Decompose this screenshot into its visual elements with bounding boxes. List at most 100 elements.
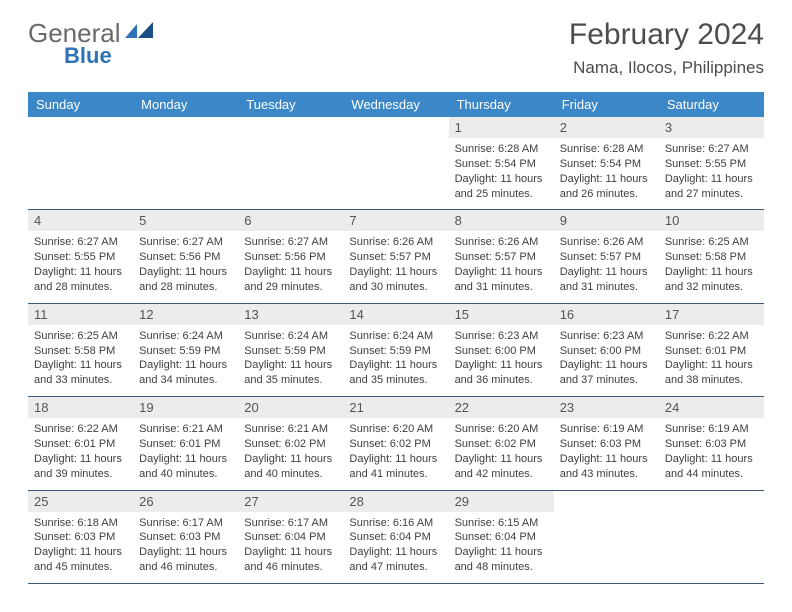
sunset-line: Sunset: 6:04 PM <box>349 530 442 545</box>
sunset-line: Sunset: 6:01 PM <box>665 344 758 359</box>
sunset-line: Sunset: 6:03 PM <box>139 530 232 545</box>
sunset-line: Sunset: 6:00 PM <box>560 344 653 359</box>
day-number: 7 <box>343 210 448 231</box>
day-cell: 7 Sunrise: 6:26 AMSunset: 5:57 PMDaylight… <box>343 210 448 302</box>
sunrise-line: Sunrise: 6:19 AM <box>665 422 758 437</box>
day-number: 8 <box>449 210 554 231</box>
day-details: Sunrise: 6:17 AMSunset: 6:04 PMDaylight:… <box>244 516 337 575</box>
day-number: 23 <box>554 397 659 418</box>
dow-header: Friday <box>554 92 659 117</box>
day-details: Sunrise: 6:18 AMSunset: 6:03 PMDaylight:… <box>34 516 127 575</box>
day-number: 11 <box>28 304 133 325</box>
header-row: General Blue February 2024 Nama, Ilocos,… <box>28 18 764 78</box>
day-cell: 11Sunrise: 6:25 AMSunset: 5:58 PMDayligh… <box>28 304 133 396</box>
daylight-line: Daylight: 11 hours and 29 minutes. <box>244 265 337 295</box>
sunset-line: Sunset: 5:56 PM <box>244 250 337 265</box>
sunrise-line: Sunrise: 6:27 AM <box>139 235 232 250</box>
sunrise-line: Sunrise: 6:26 AM <box>560 235 653 250</box>
day-cell: 28Sunrise: 6:16 AMSunset: 6:04 PMDayligh… <box>343 491 448 583</box>
sunset-line: Sunset: 6:02 PM <box>244 437 337 452</box>
day-details: Sunrise: 6:19 AMSunset: 6:03 PMDaylight:… <box>560 422 653 481</box>
day-cell-empty <box>238 117 343 209</box>
day-details: Sunrise: 6:15 AMSunset: 6:04 PMDaylight:… <box>455 516 548 575</box>
sunrise-line: Sunrise: 6:20 AM <box>349 422 442 437</box>
day-number: 20 <box>238 397 343 418</box>
sunrise-line: Sunrise: 6:22 AM <box>665 329 758 344</box>
day-number: 14 <box>343 304 448 325</box>
sunset-line: Sunset: 6:03 PM <box>34 530 127 545</box>
day-details: Sunrise: 6:21 AMSunset: 6:01 PMDaylight:… <box>139 422 232 481</box>
dow-header: Saturday <box>659 92 764 117</box>
dow-header-row: Sunday Monday Tuesday Wednesday Thursday… <box>28 92 764 117</box>
dow-header: Monday <box>133 92 238 117</box>
daylight-line: Daylight: 11 hours and 48 minutes. <box>455 545 548 575</box>
page-root: General Blue February 2024 Nama, Ilocos,… <box>0 0 792 602</box>
sunset-line: Sunset: 6:02 PM <box>349 437 442 452</box>
daylight-line: Daylight: 11 hours and 33 minutes. <box>34 358 127 388</box>
day-cell-empty <box>343 117 448 209</box>
daylight-line: Daylight: 11 hours and 28 minutes. <box>34 265 127 295</box>
day-cell: 16Sunrise: 6:23 AMSunset: 6:00 PMDayligh… <box>554 304 659 396</box>
sunset-line: Sunset: 5:59 PM <box>349 344 442 359</box>
sunset-line: Sunset: 5:57 PM <box>455 250 548 265</box>
sunrise-line: Sunrise: 6:28 AM <box>560 142 653 157</box>
sunrise-line: Sunrise: 6:24 AM <box>139 329 232 344</box>
day-number: 22 <box>449 397 554 418</box>
day-number: 28 <box>343 491 448 512</box>
daylight-line: Daylight: 11 hours and 37 minutes. <box>560 358 653 388</box>
sunrise-line: Sunrise: 6:23 AM <box>560 329 653 344</box>
day-cell: 15Sunrise: 6:23 AMSunset: 6:00 PMDayligh… <box>449 304 554 396</box>
sunrise-line: Sunrise: 6:22 AM <box>34 422 127 437</box>
day-number: 29 <box>449 491 554 512</box>
sunset-line: Sunset: 6:00 PM <box>455 344 548 359</box>
daylight-line: Daylight: 11 hours and 38 minutes. <box>665 358 758 388</box>
day-number: 5 <box>133 210 238 231</box>
sunset-line: Sunset: 6:01 PM <box>34 437 127 452</box>
day-number: 17 <box>659 304 764 325</box>
day-cell: 24Sunrise: 6:19 AMSunset: 6:03 PMDayligh… <box>659 397 764 489</box>
sunset-line: Sunset: 5:59 PM <box>139 344 232 359</box>
sunset-line: Sunset: 6:03 PM <box>560 437 653 452</box>
sunset-line: Sunset: 5:57 PM <box>560 250 653 265</box>
sunset-line: Sunset: 6:03 PM <box>665 437 758 452</box>
day-cell: 2Sunrise: 6:28 AMSunset: 5:54 PMDaylight… <box>554 117 659 209</box>
day-details: Sunrise: 6:27 AMSunset: 5:56 PMDaylight:… <box>244 235 337 294</box>
day-number: 26 <box>133 491 238 512</box>
sunrise-line: Sunrise: 6:21 AM <box>244 422 337 437</box>
day-cell: 25Sunrise: 6:18 AMSunset: 6:03 PMDayligh… <box>28 491 133 583</box>
weeks-grid: 1Sunrise: 6:28 AMSunset: 5:54 PMDaylight… <box>28 117 764 584</box>
dow-header: Tuesday <box>238 92 343 117</box>
week-row: 4Sunrise: 6:27 AMSunset: 5:55 PMDaylight… <box>28 210 764 303</box>
day-cell: 8Sunrise: 6:26 AMSunset: 5:57 PMDaylight… <box>449 210 554 302</box>
sunrise-line: Sunrise: 6:26 AM <box>349 235 442 250</box>
sunset-line: Sunset: 5:55 PM <box>665 157 758 172</box>
day-details: Sunrise: 6:26 AMSunset: 5:57 PMDaylight:… <box>349 235 442 294</box>
daylight-line: Daylight: 11 hours and 46 minutes. <box>244 545 337 575</box>
day-cell: 20 Sunrise: 6:21 AMSunset: 6:02 PMDayligh… <box>238 397 343 489</box>
sunset-line: Sunset: 5:58 PM <box>34 344 127 359</box>
day-number: 21 <box>343 397 448 418</box>
day-cell: 1Sunrise: 6:28 AMSunset: 5:54 PMDaylight… <box>449 117 554 209</box>
day-details: Sunrise: 6:28 AMSunset: 5:54 PMDaylight:… <box>455 142 548 201</box>
week-row: 1Sunrise: 6:28 AMSunset: 5:54 PMDaylight… <box>28 117 764 210</box>
daylight-line: Daylight: 11 hours and 40 minutes. <box>244 452 337 482</box>
day-details: Sunrise: 6:28 AMSunset: 5:54 PMDaylight:… <box>560 142 653 201</box>
day-number: 27 <box>238 491 343 512</box>
daylight-line: Daylight: 11 hours and 45 minutes. <box>34 545 127 575</box>
daylight-line: Daylight: 11 hours and 44 minutes. <box>665 452 758 482</box>
daylight-line: Daylight: 11 hours and 43 minutes. <box>560 452 653 482</box>
daylight-line: Daylight: 11 hours and 39 minutes. <box>34 452 127 482</box>
day-details: Sunrise: 6:20 AMSunset: 6:02 PMDaylight:… <box>349 422 442 481</box>
day-cell: 9Sunrise: 6:26 AMSunset: 5:57 PMDaylight… <box>554 210 659 302</box>
sunset-line: Sunset: 5:56 PM <box>139 250 232 265</box>
day-cell-empty <box>659 491 764 583</box>
day-details: Sunrise: 6:22 AMSunset: 6:01 PMDaylight:… <box>34 422 127 481</box>
day-number: 19 <box>133 397 238 418</box>
calendar: Sunday Monday Tuesday Wednesday Thursday… <box>28 92 764 584</box>
day-number: 15 <box>449 304 554 325</box>
daylight-line: Daylight: 11 hours and 35 minutes. <box>349 358 442 388</box>
daylight-line: Daylight: 11 hours and 30 minutes. <box>349 265 442 295</box>
sunset-line: Sunset: 6:04 PM <box>244 530 337 545</box>
sunrise-line: Sunrise: 6:17 AM <box>244 516 337 531</box>
dow-header: Wednesday <box>343 92 448 117</box>
